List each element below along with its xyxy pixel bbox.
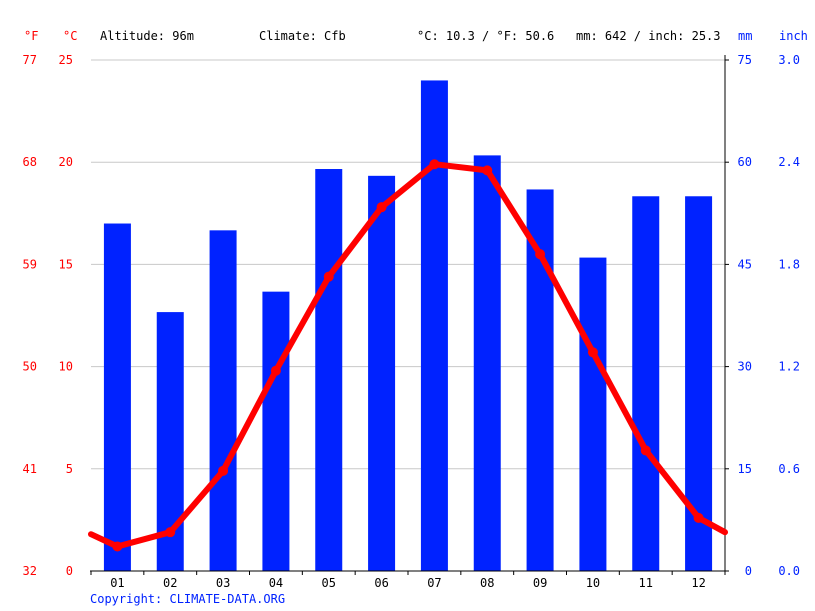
mm-tick-label: 30 [738,360,752,374]
mm-tick-label: 45 [738,257,752,271]
precipitation-bar-03 [209,230,237,572]
x-tick-label-04: 04 [269,576,283,590]
inch-tick-label: 3.0 [778,53,800,67]
temperature-average-label: °C: 10.3 / °F: 50.6 [417,29,554,43]
x-tick-label-12: 12 [691,576,705,590]
precipitation-total-label: mm: 642 / inch: 25.3 [576,29,721,43]
celsius-tick-label: 0 [66,564,73,578]
copyright-text: Copyright: CLIMATE-DATA.ORG [90,592,285,606]
unit-inch-label: inch [779,29,808,43]
inch-tick-label: 1.2 [778,360,800,374]
celsius-tick-label: 25 [59,53,73,67]
inch-tick-label: 2.4 [778,155,800,169]
temperature-point-12 [693,512,704,523]
temperature-point-07 [429,159,440,170]
x-tick-label-05: 05 [322,576,336,590]
temperature-point-09 [535,249,546,260]
fahrenheit-tick-label: 50 [23,360,37,374]
precipitation-bar-11 [632,196,660,571]
precipitation-bars [103,80,713,572]
x-tick-label-09: 09 [533,576,547,590]
fahrenheit-tick-label: 32 [23,564,37,578]
axes [90,55,729,575]
x-tick-label-01: 01 [110,576,124,590]
x-tick-label-07: 07 [427,576,441,590]
precipitation-bar-04 [262,291,290,571]
x-tick-label-08: 08 [480,576,494,590]
celsius-tick-label: 20 [59,155,73,169]
x-tick-label-11: 11 [639,576,653,590]
precipitation-bar-01 [103,223,131,571]
precipitation-bar-07 [420,80,448,571]
celsius-tick-label: 5 [66,462,73,476]
fahrenheit-tick-label: 68 [23,155,37,169]
temperature-point-01 [112,541,123,552]
mm-tick-label: 0 [745,564,752,578]
precipitation-bar-08 [473,155,501,572]
grid-lines [91,59,725,470]
temperature-point-08 [482,165,493,176]
precipitation-bar-05 [315,169,343,571]
inch-tick-label: 0.6 [778,462,800,476]
axis-tick-labels: 01 02 03 04 05 06 07 08 09 10 11 12 0 32 5 41 10 50 15 59 20… [23,53,800,590]
temperature-point-10 [587,347,598,358]
unit-mm-label: mm [738,29,752,43]
altitude-label: Altitude: 96m [100,29,194,43]
climate-label: Climate: Cfb [259,29,346,43]
mm-tick-label: 75 [738,53,752,67]
x-tick-label-02: 02 [163,576,177,590]
celsius-tick-label: 10 [59,360,73,374]
unit-fahrenheit-label: °F [24,29,38,43]
x-tick-label-10: 10 [586,576,600,590]
inch-tick-label: 1.8 [778,257,800,271]
fahrenheit-tick-label: 59 [23,257,37,271]
celsius-tick-label: 15 [59,257,73,271]
precipitation-bar-10 [579,257,607,571]
x-tick-label-06: 06 [374,576,388,590]
precipitation-bar-06 [368,175,396,571]
temperature-line [88,159,728,552]
inch-tick-label: 0.0 [778,564,800,578]
temperature-point-04 [270,365,281,376]
temperature-point-11 [640,445,651,456]
temperature-point-05 [323,271,334,282]
x-tick-label-03: 03 [216,576,230,590]
temperature-point-02 [165,527,176,538]
temperature-point-06 [376,202,387,213]
mm-tick-label: 15 [738,462,752,476]
temperature-point-03 [218,465,229,476]
unit-celsius-label: °C [63,29,77,43]
mm-tick-label: 60 [738,155,752,169]
fahrenheit-tick-label: 77 [23,53,37,67]
temperature-line-path [88,161,728,550]
precipitation-bar-09 [526,189,554,571]
fahrenheit-tick-label: 41 [23,462,37,476]
